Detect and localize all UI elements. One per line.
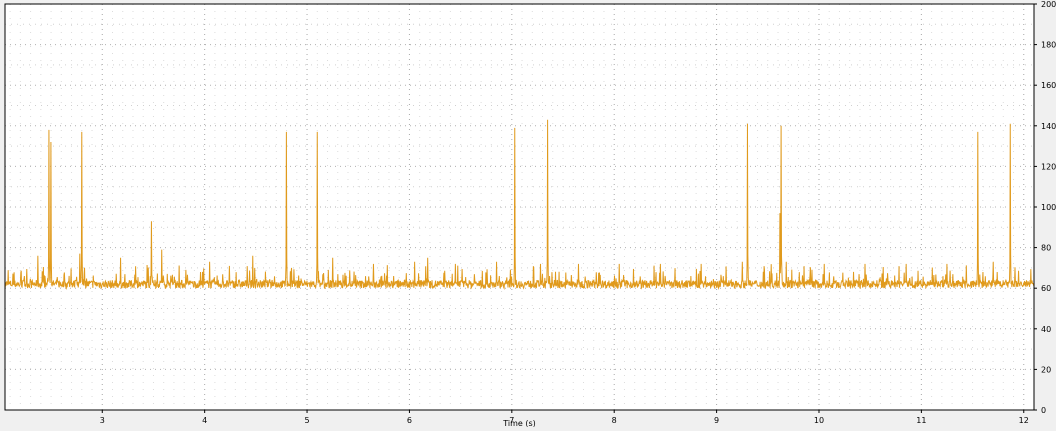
x-tick-label: 11 <box>916 416 926 425</box>
x-tick-label: 9 <box>714 416 719 425</box>
y-tick-label: 100 <box>1041 203 1056 212</box>
y-tick-label: 0 <box>1041 406 1046 415</box>
x-tick-label: 12 <box>1019 416 1029 425</box>
y-tick-label: 20 <box>1041 365 1051 374</box>
x-tick-label: 5 <box>304 416 309 425</box>
x-tick-label: 8 <box>612 416 617 425</box>
y-tick-label: 120 <box>1041 162 1056 171</box>
y-tick-label: 80 <box>1041 244 1051 253</box>
plot-background <box>5 4 1034 410</box>
x-axis: 3 4 5 6 7 8 9 10 11 12 <box>100 410 1029 425</box>
y-axis: 0 20 40 60 80 100 120 140 160 180 200 <box>1034 0 1056 415</box>
x-tick-label: 6 <box>407 416 412 425</box>
x-axis-label: Time (s) <box>502 419 536 427</box>
x-tick-label: 7 <box>509 416 514 425</box>
y-tick-label: 60 <box>1041 284 1051 293</box>
y-tick-label: 140 <box>1041 122 1056 131</box>
y-tick-label: 200 <box>1041 0 1056 9</box>
x-tick-label: 4 <box>202 416 207 425</box>
grid <box>5 4 1035 410</box>
y-tick-label: 40 <box>1041 325 1051 334</box>
y-tick-label: 160 <box>1041 81 1056 90</box>
x-tick-label: 3 <box>100 416 105 425</box>
y-tick-label: 180 <box>1041 41 1056 50</box>
series-line <box>4 119 1035 291</box>
x-tick-label: 10 <box>814 416 824 425</box>
